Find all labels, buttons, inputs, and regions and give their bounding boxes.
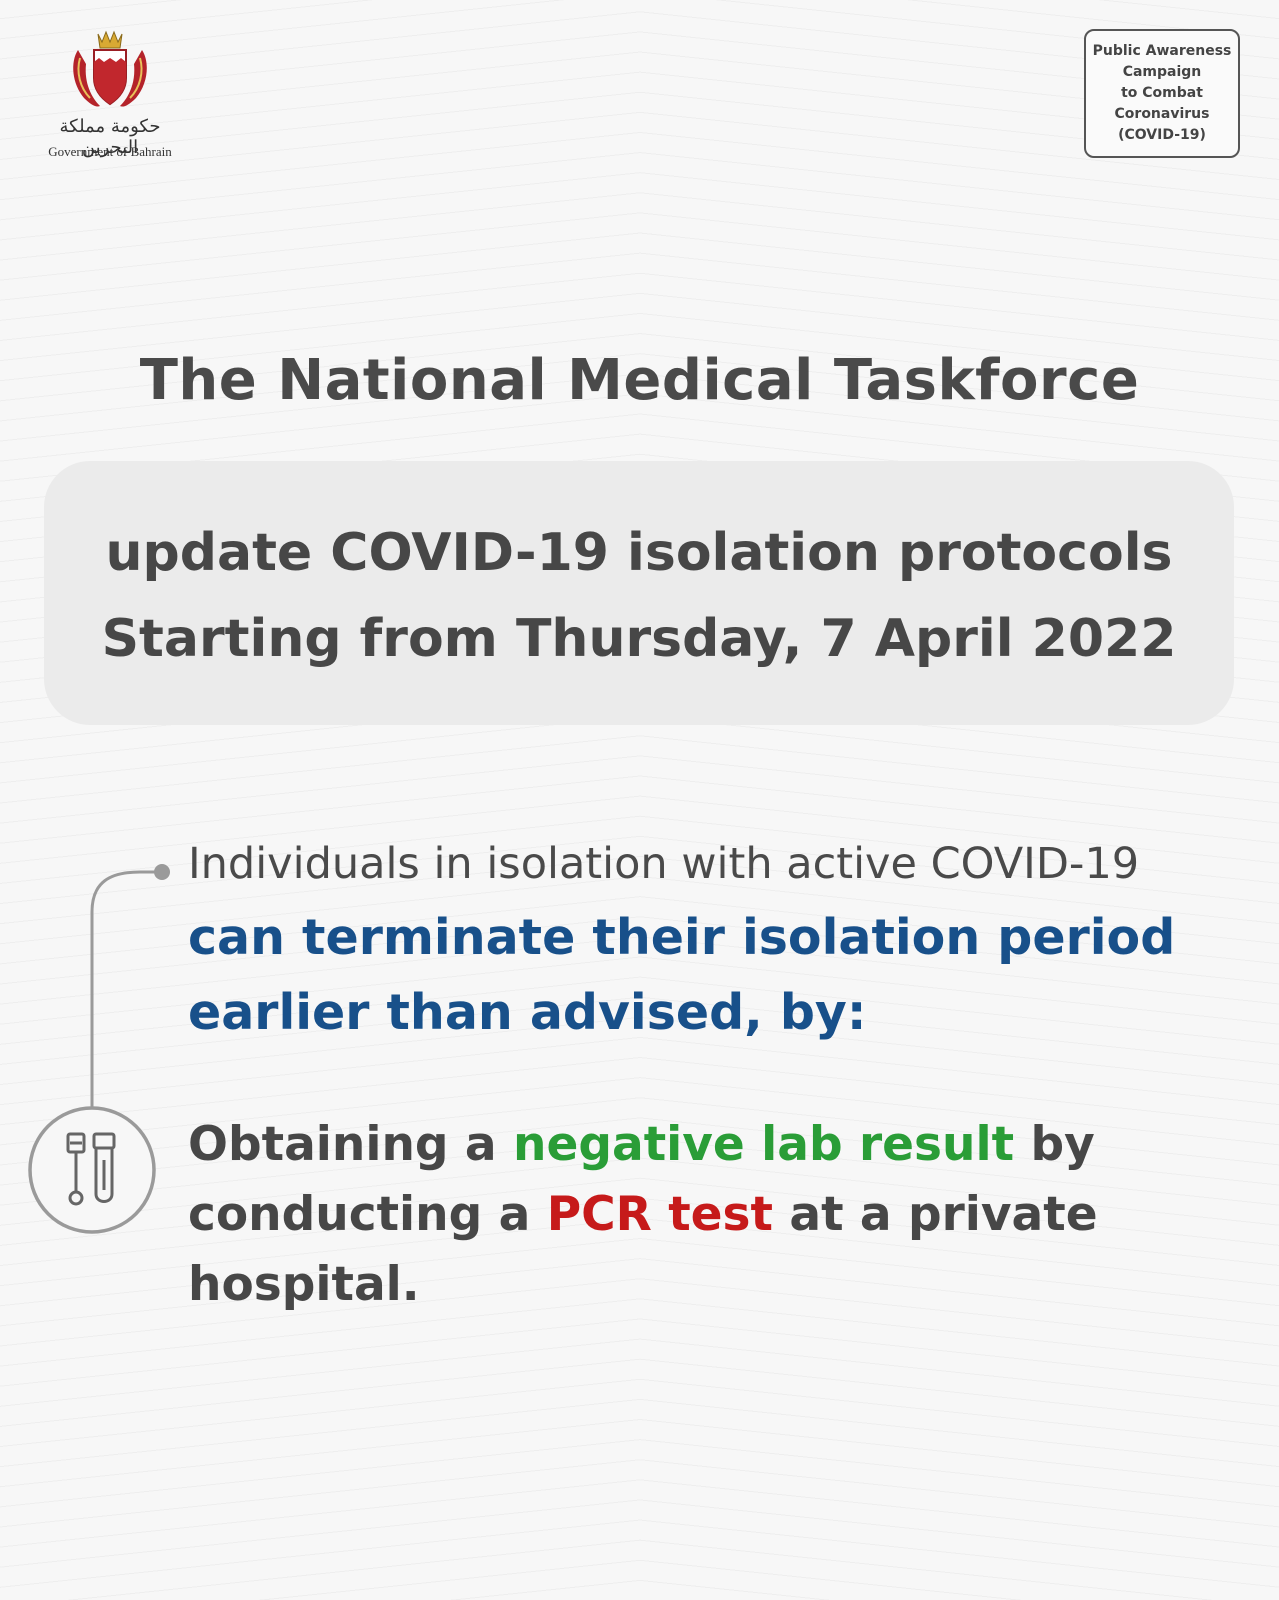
bullet-intro: Individuals in isolation with active COV… — [188, 839, 1140, 889]
action-text: Obtaining a negative lab result by condu… — [188, 1110, 1268, 1320]
campaign-line: Coronavirus — [1114, 106, 1210, 122]
bullet-emphasis: can terminate their isolation period ear… — [188, 900, 1268, 1050]
bullet-emphasis-line2: earlier than advised, by: — [188, 984, 867, 1041]
action-part1: Obtaining a — [188, 1117, 514, 1172]
action-part3: conducting a — [188, 1187, 547, 1242]
negative-lab-result-highlight: negative lab result — [513, 1117, 1015, 1172]
action-part4: at a private hospital. — [188, 1187, 1098, 1312]
bahrain-coat-of-arms-icon — [73, 30, 147, 107]
update-heading: update COVID-19 isolation protocols — [105, 523, 1173, 583]
campaign-line: Public Awareness — [1092, 43, 1232, 59]
campaign-line: Campaign — [1122, 64, 1202, 80]
pcr-test-highlight: PCR test — [546, 1187, 773, 1242]
government-logo: حكومة مملكة البحرين Government of Bahrai… — [30, 28, 190, 168]
update-date: Starting from Thursday, 7 April 2022 — [101, 609, 1177, 669]
page-title: The National Medical Taskforce — [139, 348, 1140, 413]
logo-caption: Government of Bahrain — [48, 144, 172, 159]
bullet-emphasis-line1: can terminate their isolation period — [188, 909, 1176, 966]
campaign-line: (COVID-19) — [1118, 127, 1206, 143]
bullet-dot — [154, 864, 170, 880]
update-panel: update COVID-19 isolation protocols Star… — [44, 461, 1234, 725]
campaign-badge: Public Awareness Campaign to Combat Coro… — [1084, 29, 1240, 158]
bullet-connector — [90, 864, 170, 1112]
action-part2: by — [1014, 1117, 1095, 1172]
test-tubes-icon — [28, 1106, 156, 1234]
bullet-block: Individuals in isolation with active COV… — [188, 838, 1268, 1050]
campaign-line: to Combat — [1121, 85, 1203, 101]
logo-arabic-text: حكومة مملكة البحرين — [59, 116, 161, 158]
